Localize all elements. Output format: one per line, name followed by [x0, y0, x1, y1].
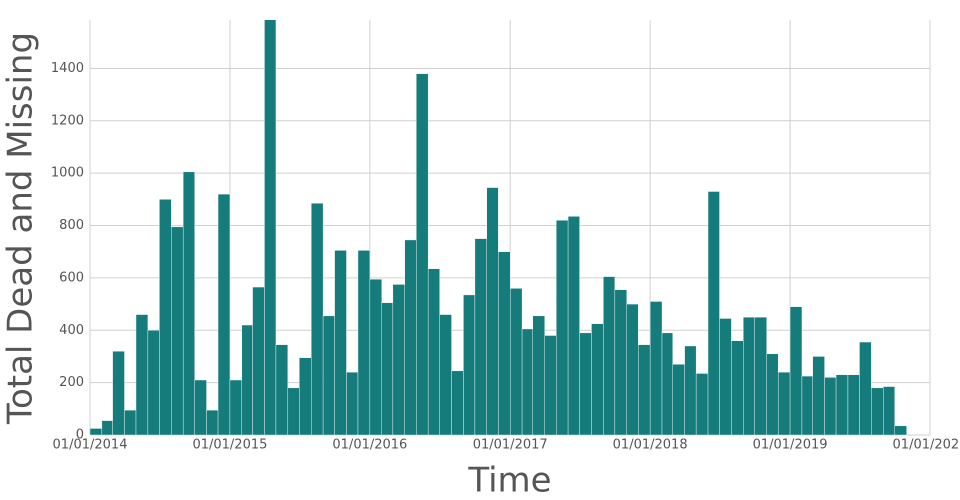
bar	[299, 357, 312, 436]
bar	[486, 187, 499, 436]
bar	[754, 316, 767, 436]
bar	[241, 324, 253, 436]
y-tick-label: 1400	[51, 61, 84, 76]
bar	[206, 409, 219, 436]
bar	[707, 191, 720, 436]
bar	[766, 353, 779, 436]
x-axis-title: Time	[467, 461, 551, 500]
bar	[147, 330, 160, 436]
bar	[731, 340, 744, 436]
bar	[579, 332, 592, 436]
bar	[229, 379, 243, 436]
bar	[451, 370, 464, 436]
bar	[649, 301, 663, 436]
x-tick-label: 01/01/2019	[753, 438, 828, 453]
bar	[532, 315, 545, 436]
bar	[835, 374, 849, 436]
bar	[311, 203, 324, 436]
bar	[555, 220, 569, 436]
bar	[275, 344, 289, 436]
bar	[498, 251, 511, 436]
bar	[684, 345, 697, 436]
y-tick-label: 400	[59, 323, 84, 338]
bar	[894, 425, 907, 436]
y-tick-label: 200	[59, 375, 84, 390]
bar	[567, 216, 580, 436]
bar	[90, 428, 103, 436]
bar	[381, 302, 394, 436]
bar	[369, 279, 382, 436]
bar	[812, 356, 825, 436]
y-tick-label: 800	[59, 218, 84, 233]
bar	[661, 332, 673, 436]
y-tick-label: 600	[59, 270, 84, 285]
bar	[743, 316, 755, 436]
bar	[357, 250, 371, 436]
bar	[159, 199, 172, 436]
bar	[124, 409, 137, 436]
bar	[509, 288, 523, 436]
bar	[404, 239, 417, 436]
bar	[287, 387, 300, 436]
bar	[474, 238, 488, 436]
bar	[171, 226, 184, 436]
x-tick-label: 01/01/2018	[613, 438, 688, 453]
bar	[101, 420, 113, 436]
x-tick-label: 01/01/2014	[53, 438, 128, 453]
bar	[638, 344, 651, 436]
bar	[416, 73, 429, 436]
bar	[871, 387, 884, 436]
bar	[695, 373, 709, 436]
bar	[322, 315, 335, 436]
bar	[135, 314, 149, 436]
x-tick-label: 01/01/2017	[473, 438, 548, 453]
bar	[883, 386, 895, 436]
bar	[427, 268, 440, 436]
bar	[777, 371, 791, 436]
y-tick-label: 0	[76, 428, 84, 443]
x-tick-label: 01/01/2016	[332, 438, 407, 453]
bar	[334, 250, 347, 436]
bar	[626, 303, 639, 436]
bar	[824, 377, 837, 436]
bar	[194, 379, 207, 436]
bars	[90, 20, 907, 436]
x-tick-label: 01/01/2015	[192, 438, 267, 453]
bar	[801, 375, 813, 436]
bar	[859, 341, 872, 436]
bar	[544, 335, 557, 436]
y-tick-label: 1200	[51, 113, 84, 128]
bar	[719, 318, 732, 436]
y-axis-title: Total Dead and Missing	[1, 32, 41, 425]
x-tick-label: 01/01/2020	[893, 438, 960, 453]
bar	[847, 374, 860, 436]
bar	[252, 286, 265, 436]
bar	[264, 20, 277, 436]
bar	[521, 328, 534, 436]
bar	[591, 323, 604, 436]
y-tick-label: 1000	[51, 166, 84, 181]
bar	[463, 294, 476, 436]
bar	[217, 193, 231, 436]
bar	[789, 306, 803, 436]
bar	[614, 289, 627, 436]
bar	[392, 284, 405, 436]
bar	[346, 371, 359, 436]
bar	[112, 351, 125, 436]
bar	[182, 171, 195, 436]
bar	[439, 314, 452, 436]
bar	[672, 364, 685, 436]
bar	[603, 276, 616, 436]
